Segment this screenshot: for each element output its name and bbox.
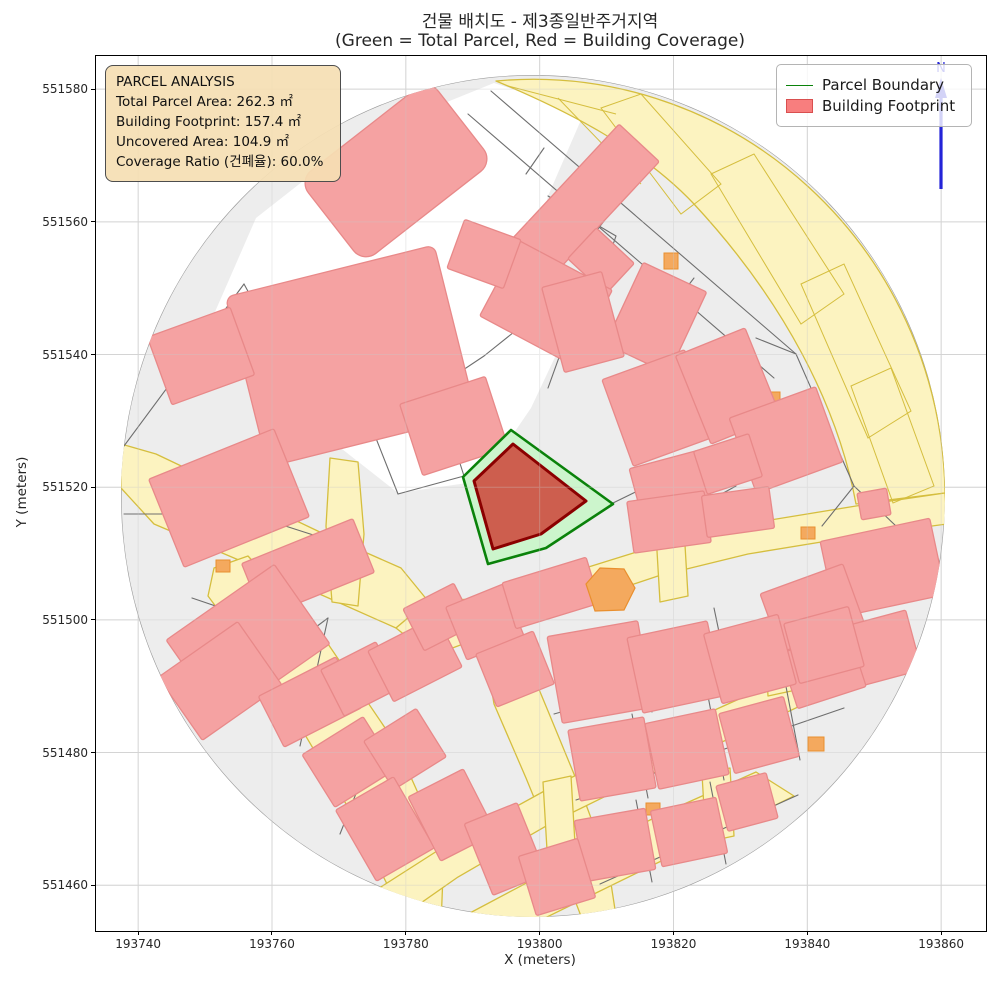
y-tick-label: 551480 — [42, 745, 88, 760]
y-tick-mark — [91, 221, 95, 223]
legend-item-parcel-boundary: Parcel Boundary — [786, 76, 964, 94]
building — [693, 433, 763, 495]
y-tick-mark — [91, 884, 95, 886]
y-tick-label: 551520 — [42, 480, 88, 495]
y-tick-mark — [91, 354, 95, 356]
x-tick-label: 193820 — [650, 937, 697, 951]
plot-area: N PARCEL ANALYSIS Total Parcel Area: 262… — [42, 55, 987, 951]
x-tick-label: 193800 — [516, 937, 563, 951]
page-title: 건물 배치도 - 제3종일반주거지역 — [421, 12, 659, 32]
annotation-uncovered: Uncovered Area: 104.9 ㎡ — [116, 133, 290, 150]
legend-label-building-footprint: Building Footprint — [822, 97, 956, 115]
x-tick-mark — [137, 931, 139, 935]
building — [856, 487, 892, 521]
map-canvas: N — [96, 56, 986, 931]
building — [626, 490, 712, 554]
building — [718, 696, 800, 774]
x-axis-label: X (meters) — [504, 952, 576, 968]
parcel-analysis-box: PARCEL ANALYSIS Total Parcel Area: 262.3… — [105, 65, 341, 182]
y-tick-mark — [91, 486, 95, 488]
gridlines-overlay — [96, 56, 986, 931]
orange-hexagon-building — [585, 567, 636, 612]
building — [715, 772, 779, 832]
legend-item-building-footprint: Building Footprint — [786, 97, 964, 115]
x-tick-label: 193740 — [115, 937, 162, 951]
y-tick-mark — [91, 619, 95, 621]
building-footprint-swatch-icon — [786, 99, 813, 113]
parcel-boundary-line-icon — [786, 84, 813, 86]
buildings — [147, 84, 945, 916]
x-tick-mark — [806, 931, 808, 935]
building — [703, 614, 797, 704]
building — [605, 262, 707, 374]
x-tick-mark — [672, 931, 674, 935]
road — [542, 775, 576, 851]
building — [335, 776, 435, 882]
legend: Parcel Boundary Building Footprint — [776, 64, 972, 127]
x-tick-mark — [940, 931, 942, 935]
highlight-building-footprint — [472, 442, 588, 551]
annotation-total-area: Total Parcel Area: 262.3 ㎡ — [116, 93, 293, 110]
x-tick-label: 193780 — [382, 937, 429, 951]
building — [399, 376, 509, 476]
building — [644, 708, 730, 790]
x-tick-label: 193760 — [249, 937, 295, 951]
y-tick-label: 551460 — [42, 878, 88, 893]
building — [541, 271, 625, 373]
y-tick-label: 551580 — [42, 82, 88, 97]
building — [363, 708, 447, 790]
x-tick-mark — [271, 931, 273, 935]
x-tick-label: 193860 — [918, 937, 965, 951]
annotation-footprint: Building Footprint: 157.4 ㎡ — [116, 113, 302, 130]
legend-label-parcel-boundary: Parcel Boundary — [822, 76, 945, 94]
map-content — [121, 75, 945, 917]
building — [701, 486, 775, 538]
building — [446, 219, 522, 289]
building — [304, 84, 488, 258]
y-tick-label: 551500 — [42, 612, 88, 627]
building — [475, 630, 555, 708]
annotation-coverage: Coverage Ratio (건폐율): 60.0% — [116, 153, 324, 170]
annotation-title: PARCEL ANALYSIS — [116, 74, 235, 90]
y-tick-label: 551540 — [42, 347, 88, 362]
building — [148, 428, 310, 568]
building — [518, 838, 596, 916]
building — [158, 621, 282, 741]
y-tick-mark — [91, 88, 95, 90]
ring-road — [495, 78, 945, 505]
x-tick-mark — [539, 931, 541, 935]
building — [650, 796, 728, 868]
building — [783, 606, 865, 684]
building — [147, 307, 255, 405]
y-tick-mark — [91, 752, 95, 754]
y-tick-label: 551560 — [42, 214, 88, 229]
x-tick-label: 193840 — [784, 937, 831, 951]
road-parcel-lines — [480, 85, 935, 617]
building — [567, 716, 657, 802]
x-tick-mark — [405, 931, 407, 935]
page-subtitle: (Green = Total Parcel, Red = Building Co… — [335, 31, 745, 51]
y-axis-label: Y (meters) — [14, 456, 30, 528]
